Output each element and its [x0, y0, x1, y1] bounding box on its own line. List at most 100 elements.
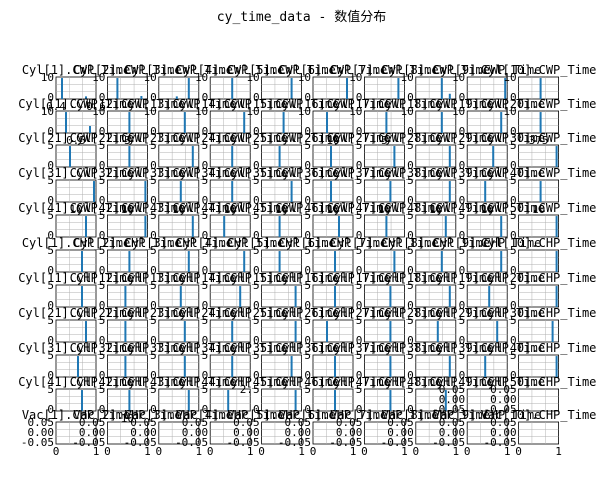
ytick-label: 5 — [510, 174, 517, 187]
ytick-label: 5 — [47, 349, 54, 362]
histogram-bar — [183, 356, 186, 377]
ytick-label: 0 — [150, 229, 157, 242]
histogram-bar — [116, 78, 119, 99]
histogram-bar — [555, 216, 558, 237]
ytick-label: 10 — [298, 105, 311, 118]
histogram-bar — [124, 356, 127, 377]
histogram-bar — [330, 181, 332, 202]
ytick-label: 0 — [304, 125, 311, 138]
ytick-label: 0.05 — [490, 416, 517, 429]
ytick-label: 0 — [253, 369, 260, 382]
ytick-label: 0 — [407, 264, 414, 277]
histogram-bar — [346, 78, 348, 99]
panel-frame — [518, 388, 559, 412]
panel-title: Cyl[8].CHP_Time — [382, 236, 490, 250]
xtick-label: 10 — [275, 203, 288, 216]
ytick-label: 5 — [459, 349, 466, 362]
ytick-label: 0 — [407, 159, 414, 172]
ytick-label: 0.05 — [439, 383, 466, 396]
ytick-label: 0.05 — [387, 416, 414, 429]
histogram-bar — [444, 216, 447, 237]
ytick-label: 5 — [47, 279, 54, 292]
panel-title: Cyl[15].CWP_Time — [224, 97, 340, 111]
histogram-bar — [187, 251, 190, 272]
ytick-label: -0.05 — [21, 436, 54, 449]
histogram-bar — [93, 181, 95, 202]
ytick-label: 5 — [407, 349, 414, 362]
panel-frame — [107, 284, 148, 308]
ytick-label: 0 — [459, 264, 466, 277]
histogram-bar — [81, 390, 83, 411]
ytick-label: 5 — [459, 244, 466, 257]
panel-title: Cyl[7].CHP_Time — [330, 236, 438, 250]
panel-frame — [158, 249, 200, 273]
ytick-label: 0 — [99, 91, 106, 104]
histogram-bar — [191, 216, 194, 237]
ytick-label: 0 — [356, 125, 363, 138]
xtick-label: 10 — [326, 134, 339, 147]
panel-title: Vac[5].CHP_Time — [227, 408, 335, 422]
histogram-bar — [77, 356, 79, 377]
panel-title: Cyl[49].CHP_Time — [429, 375, 545, 389]
panel-title: Vac[2].CHP_Time — [73, 408, 181, 422]
ytick-label: 0 — [356, 334, 363, 347]
ytick-label: 5 — [356, 349, 363, 362]
panel-frame — [518, 214, 559, 238]
panel-title: Cyl[32].CWP_Time — [70, 166, 186, 180]
ytick-label: 0 — [356, 229, 363, 242]
ytick-label: 5 — [150, 244, 157, 257]
ytick-label: 0 — [47, 229, 54, 242]
xtick-label: 10 — [532, 203, 545, 216]
ytick-label: -0.05 — [329, 436, 362, 449]
panel-frame — [107, 110, 148, 134]
panel-frame — [107, 319, 148, 343]
panel-frame — [261, 354, 303, 378]
ytick-label: 0 — [47, 194, 54, 207]
panel-frame — [107, 354, 148, 378]
panel-title: Cyl[4].CWP_Time — [176, 63, 284, 77]
ytick-label: 0 — [253, 334, 260, 347]
panel-frame — [518, 354, 559, 378]
ytick-label: 0 — [202, 369, 209, 382]
histogram-bar — [179, 181, 182, 202]
xtick-label: 10 — [69, 203, 82, 216]
ytick-label: 0.05 — [79, 416, 106, 429]
ytick-label: 0 — [304, 264, 311, 277]
ytick-label: 5 — [253, 314, 260, 327]
panel-frame — [312, 421, 354, 445]
histogram-bar — [85, 96, 87, 99]
panel-title: Cyl[23].CWP_Time — [121, 131, 237, 145]
panel-frame — [518, 249, 559, 273]
panel-title: Cyl[27].CWP_Time — [327, 131, 443, 145]
panel-frame — [261, 388, 303, 412]
ytick-label: 5 — [407, 139, 414, 152]
panel-frame — [55, 144, 97, 168]
ytick-label: 10 — [298, 71, 311, 84]
ytick-label: 5 — [407, 279, 414, 292]
ytick-label: 0 — [356, 299, 363, 312]
ytick-label: 5 — [304, 139, 311, 152]
ytick-label: 10 — [144, 71, 157, 84]
xtick-label: 10 — [224, 203, 237, 216]
ytick-label: 5 — [202, 279, 209, 292]
panel-title: Cyl[39].CHP_Time — [429, 341, 545, 355]
panel-title: Cyl[21].CHP_Time — [18, 306, 134, 320]
ytick-label: 0 — [99, 159, 106, 172]
histogram-bar — [488, 286, 491, 307]
